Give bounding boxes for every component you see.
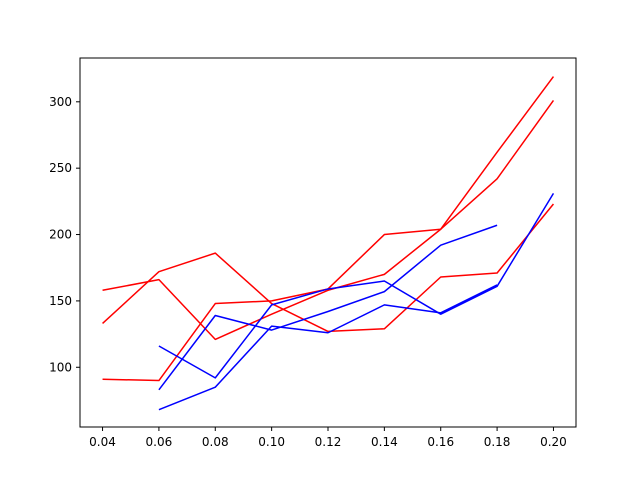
y-tick-label: 200: [49, 228, 72, 242]
plot-frame: [79, 57, 577, 428]
x-tick-label: 0.14: [371, 435, 398, 449]
y-tick-label: 100: [49, 360, 72, 374]
x-tick-label: 0.20: [540, 435, 567, 449]
plot-background: [80, 58, 576, 427]
y-tick-label: 250: [49, 161, 72, 175]
x-tick-label: 0.04: [89, 435, 116, 449]
series-line-6: [158, 224, 498, 391]
x-tick-label: 0.16: [427, 435, 454, 449]
x-tick-label: 0.12: [315, 435, 342, 449]
x-tick-label: 0.10: [258, 435, 285, 449]
x-tick-label: 0.06: [146, 435, 173, 449]
x-tick-label: 0.08: [202, 435, 229, 449]
y-tick-label: 300: [49, 95, 72, 109]
series-layer: [102, 76, 555, 411]
series-line-4: [158, 193, 555, 379]
series-line-5: [158, 284, 498, 411]
y-tick-label: 150: [49, 294, 72, 308]
series-line-1: [102, 76, 555, 341]
x-tick-label: 0.18: [484, 435, 511, 449]
axis-layer: 0.04 0.06 0.08 0.10 0.12 0.14 0.16 0.18 0.20 100 1…: [49, 95, 567, 449]
series-line-2: [102, 203, 555, 333]
